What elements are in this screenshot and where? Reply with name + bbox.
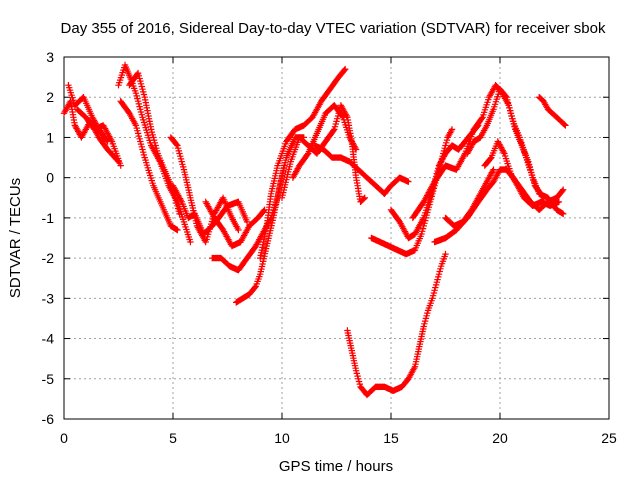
x-tick-label: 10 (274, 430, 290, 446)
series-track-d (117, 98, 181, 234)
marker-plus-path (442, 166, 497, 230)
series-track-a (60, 98, 122, 165)
marker-plus-path (117, 98, 181, 234)
series-track-o (344, 250, 449, 399)
series-track-w (536, 94, 569, 129)
y-tick-label: 0 (46, 170, 54, 186)
marker-plus-path (536, 94, 569, 129)
series-track-u (481, 138, 563, 209)
x-tick-label: 5 (169, 430, 177, 446)
y-tick-label: -3 (42, 290, 55, 306)
marker-plus-path (60, 98, 122, 165)
y-tick-label: -2 (42, 250, 55, 266)
series-track-m (289, 102, 360, 181)
y-tick-label: -1 (42, 210, 55, 226)
series-track-j (233, 134, 307, 306)
marker-plus-path (289, 102, 360, 181)
x-axis-label: GPS time / hours (279, 458, 393, 475)
series-track-e (126, 69, 183, 218)
y-axis-label: SDTVAR / TECUs (7, 178, 24, 298)
plot-frame (63, 56, 610, 420)
marker-plus-path (202, 198, 268, 250)
data-marks (60, 61, 569, 399)
x-tick-labels: 0 5 10 15 20 25 (60, 430, 617, 446)
marker-plus-path (126, 69, 183, 218)
marker-plus-path (233, 134, 307, 306)
x-tick-label: 25 (601, 430, 617, 446)
chart-title: Day 355 of 2016, Sidereal Day-to-day VTE… (61, 20, 606, 37)
series-track-x (73, 106, 124, 169)
marker-plus-path (73, 106, 124, 169)
series-track-h (202, 198, 268, 250)
series-track-n (311, 142, 412, 197)
y-tick-label: 3 (46, 49, 54, 65)
y-tick-label: -5 (42, 371, 55, 387)
marker-plus-path (311, 142, 412, 197)
series-track-v (442, 166, 497, 230)
marker-plus-path (481, 138, 563, 209)
marker-plus-path (344, 250, 449, 399)
marker-plus-path (257, 65, 349, 262)
series-track-k (257, 65, 349, 262)
x-tick-label: 15 (383, 430, 399, 446)
y-tick-label: -4 (42, 331, 55, 347)
y-tick-label: 2 (46, 89, 54, 105)
y-tick-labels: -6 -5 -4 -3 -2 -1 0 1 2 3 (42, 49, 55, 427)
y-tick-label: -6 (42, 411, 55, 427)
x-tick-label: 0 (60, 430, 68, 446)
x-tick-label: 20 (492, 430, 508, 446)
axis-ticks (63, 56, 610, 420)
y-tick-label: 1 (46, 129, 54, 145)
